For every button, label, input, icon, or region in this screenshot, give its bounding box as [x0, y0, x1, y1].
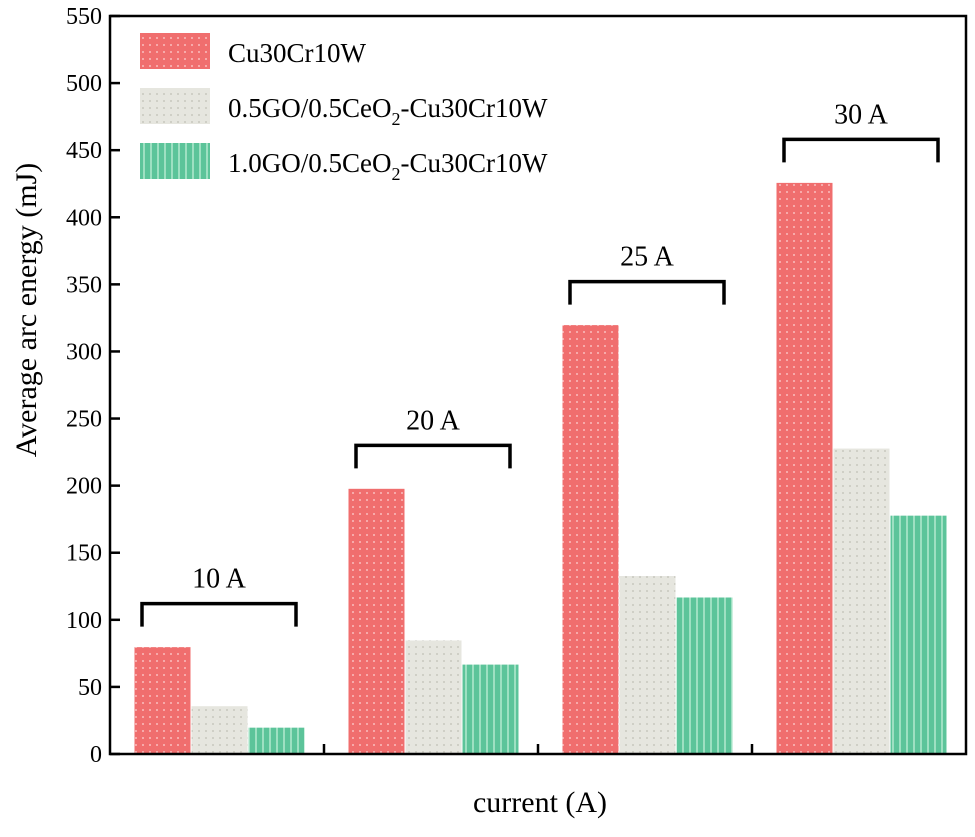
bar-Cu30Cr10W-25 A[interactable]	[561, 324, 620, 755]
bar-1.0GO/0.5CeO2-Cu30Cr10W-30 A[interactable]	[889, 514, 948, 755]
y-tick-label: 0	[90, 742, 102, 768]
group-bracket-10 A	[140, 601, 298, 627]
bar-1.0GO/0.5CeO2-Cu30Cr10W-10 A[interactable]	[247, 726, 306, 755]
bar-0.5GO/0.5CeO2-Cu30Cr10W-10 A[interactable]	[190, 705, 249, 755]
group-bracket-25 A	[568, 279, 726, 305]
group-brackets: 10 A 20 A 25 A 30 A	[140, 99, 940, 627]
legend-swatch-0.5GO/0.5CeO2-Cu30Cr10W[interactable]	[140, 88, 210, 124]
legend-label-1.0GO/0.5CeO2-Cu30Cr10W: 1.0GO/0.5CeO2-Cu30Cr10W	[228, 148, 548, 184]
axes: 0 50 100 150 200 250 300 350 400 450 500 550	[66, 4, 968, 768]
group-label: 10 A	[192, 564, 246, 595]
y-tick-label: 450	[66, 138, 102, 164]
legend-label-Cu30Cr10W: Cu30Cr10W	[228, 38, 367, 68]
legend-swatch-1.0GO/0.5CeO2-Cu30Cr10W[interactable]	[140, 143, 210, 179]
bar-Cu30Cr10W-30 A[interactable]	[775, 181, 834, 755]
group-bracket-20 A	[354, 443, 512, 469]
bar-0.5GO/0.5CeO2-Cu30Cr10W-25 A[interactable]	[618, 575, 677, 755]
group-label: 30 A	[834, 99, 888, 130]
y-axis-title: Average arc energy (mJ)	[10, 163, 43, 458]
bar-1.0GO/0.5CeO2-Cu30Cr10W-20 A[interactable]	[461, 663, 520, 755]
y-tick-label: 100	[66, 608, 102, 634]
y-tick-label: 350	[66, 272, 102, 298]
bar-Cu30Cr10W-10 A[interactable]	[133, 646, 192, 755]
y-tick-label: 500	[66, 71, 102, 97]
legend-swatch-Cu30Cr10W[interactable]	[140, 33, 210, 69]
bars-layer	[133, 181, 948, 755]
bar-1.0GO/0.5CeO2-Cu30Cr10W-25 A[interactable]	[675, 596, 734, 755]
y-tick-label: 200	[66, 474, 102, 500]
y-tick-label: 400	[66, 205, 102, 231]
legend: Cu30Cr10W 0.5GO/0.5CeO2-Cu30Cr10W 1.0GO/0.…	[140, 33, 548, 184]
group-label: 20 A	[406, 405, 460, 436]
y-tick-label: 300	[66, 339, 102, 365]
group-label: 25 A	[620, 242, 674, 273]
bar-Cu30Cr10W-20 A[interactable]	[347, 487, 406, 755]
y-tick-label: 50	[78, 675, 102, 701]
bar-0.5GO/0.5CeO2-Cu30Cr10W-30 A[interactable]	[832, 447, 891, 755]
bar-0.5GO/0.5CeO2-Cu30Cr10W-20 A[interactable]	[404, 639, 463, 755]
y-tick-label: 150	[66, 541, 102, 567]
legend-label-0.5GO/0.5CeO2-Cu30Cr10W: 0.5GO/0.5CeO2-Cu30Cr10W	[228, 93, 548, 129]
group-bracket-30 A	[782, 137, 940, 163]
y-tick-label: 250	[66, 407, 102, 433]
y-tick-label: 550	[66, 4, 102, 30]
x-axis-title: current (A)	[473, 786, 607, 819]
